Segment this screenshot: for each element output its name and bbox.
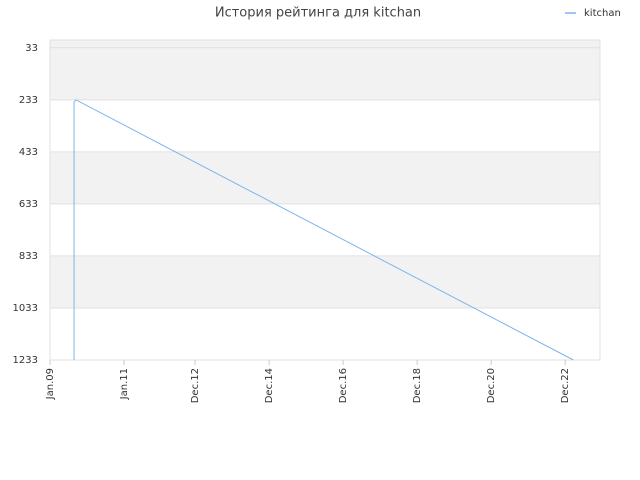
x-tick-label: Dec.22 (560, 368, 571, 403)
x-tick-label: Dec.16 (338, 368, 349, 403)
y-tick-label: 433 (19, 147, 38, 158)
plot-band (50, 151, 600, 204)
y-tick-label: 233 (19, 95, 38, 106)
y-tick-label: 1233 (13, 355, 38, 366)
x-tick-label: Dec.20 (486, 368, 497, 403)
legend-label[interactable]: kitchan (584, 8, 621, 19)
x-tick-label: Jan.11 (119, 368, 130, 400)
y-tick-label: 833 (19, 251, 38, 262)
x-tick-label: Dec.14 (264, 368, 275, 403)
x-tick-label: Dec.12 (190, 368, 201, 403)
y-tick-label: 1033 (13, 303, 38, 314)
plot-band (50, 47, 600, 100)
y-tick-label: 633 (19, 199, 38, 210)
x-tick-label: Dec.18 (412, 368, 423, 403)
plot-band (50, 40, 600, 48)
plot-band (50, 255, 600, 308)
chart-title: История рейтинга для kitchan (215, 6, 421, 21)
y-tick-label: 33 (25, 43, 38, 54)
x-tick-label: Jan.09 (45, 368, 56, 400)
series-line (73, 99, 574, 361)
